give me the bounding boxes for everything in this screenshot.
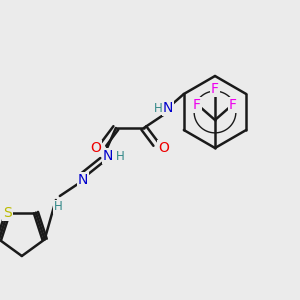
Text: H: H xyxy=(116,149,124,163)
Text: F: F xyxy=(193,98,201,112)
Text: F: F xyxy=(211,82,219,96)
Text: N: N xyxy=(103,149,113,163)
Text: H: H xyxy=(153,101,162,115)
Text: O: O xyxy=(90,141,101,155)
Text: H: H xyxy=(53,200,62,214)
Text: S: S xyxy=(3,206,12,220)
Text: F: F xyxy=(229,98,237,112)
Text: N: N xyxy=(163,101,173,115)
Text: N: N xyxy=(78,173,88,187)
Text: O: O xyxy=(158,141,169,155)
